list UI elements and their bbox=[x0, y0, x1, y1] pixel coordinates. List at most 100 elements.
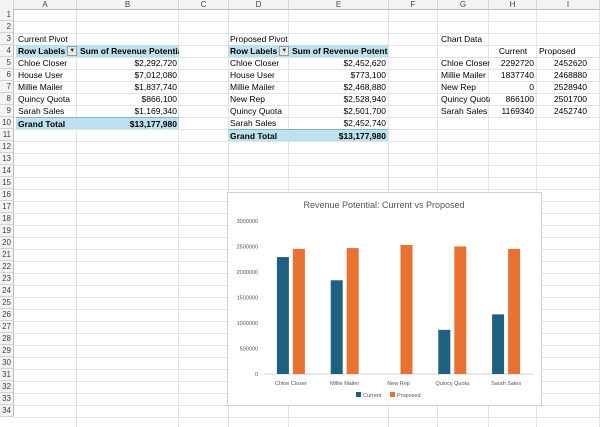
row-header[interactable]: 21 bbox=[0, 249, 14, 261]
chart-data-current-value[interactable]: 866100 bbox=[505, 94, 534, 104]
row-header[interactable]: 27 bbox=[0, 321, 14, 333]
revenue-chart[interactable]: Revenue Potential: Current vs Proposed 0 5… bbox=[227, 192, 542, 406]
proposed-pivot-row-label[interactable]: Quincy Quota bbox=[230, 106, 282, 116]
column-header[interactable]: H bbox=[489, 0, 537, 10]
row-header[interactable]: 33 bbox=[0, 393, 14, 405]
chart-data-title[interactable]: Chart Data bbox=[441, 34, 483, 44]
proposed-pivot-row-value[interactable]: $2,528,940 bbox=[343, 94, 386, 104]
current-pivot-row-label[interactable]: Chloe Closer bbox=[18, 58, 68, 68]
row-header[interactable]: 28 bbox=[0, 333, 14, 345]
current-pivot-row-value[interactable]: $7,012,080 bbox=[134, 70, 177, 80]
row-header[interactable]: 3 bbox=[0, 33, 14, 45]
column-header[interactable]: E bbox=[289, 0, 389, 10]
row-header[interactable]: 25 bbox=[0, 297, 14, 309]
column-header[interactable]: I bbox=[537, 0, 600, 10]
row-header[interactable]: 18 bbox=[0, 213, 14, 225]
proposed-pivot-row-label[interactable]: Sarah Sales bbox=[230, 118, 277, 128]
row-header[interactable]: 16 bbox=[0, 189, 14, 201]
current-grand-total-label[interactable]: Grand Total bbox=[16, 117, 78, 129]
current-pivot-row-label[interactable]: Millie Mailer bbox=[18, 82, 63, 92]
row-header[interactable]: 20 bbox=[0, 237, 14, 249]
chart-data-current-value[interactable]: 1169340 bbox=[501, 106, 534, 116]
row-header[interactable]: 22 bbox=[0, 261, 14, 273]
row-header[interactable]: 4 bbox=[0, 45, 14, 57]
row-header[interactable]: 19 bbox=[0, 225, 14, 237]
current-pivot-row-label[interactable]: Quincy Quota bbox=[18, 94, 70, 104]
proposed-grand-total-label[interactable]: Grand Total bbox=[228, 129, 290, 141]
chart-data-current-value[interactable]: 2292720 bbox=[500, 58, 534, 68]
chart-data-proposed-value[interactable]: 2452740 bbox=[553, 106, 587, 116]
row-header[interactable]: 9 bbox=[0, 105, 14, 117]
current-pivot-row-value[interactable]: $1,169,340 bbox=[134, 106, 177, 116]
proposed-pivot-title[interactable]: Proposed Pivot bbox=[230, 34, 288, 44]
proposed-pivot-row-value[interactable]: $2,452,620 bbox=[343, 58, 386, 68]
chart-data-row-label[interactable]: Chloe Closer bbox=[441, 58, 490, 68]
current-sum-header[interactable]: Sum of Revenue Potential bbox=[78, 45, 179, 57]
chart-data-current-value[interactable]: 1837740 bbox=[500, 70, 534, 80]
proposed-pivot-row-value[interactable]: $2,501,700 bbox=[343, 106, 386, 116]
chart-data-proposed-value[interactable]: 2528940 bbox=[553, 82, 587, 92]
chart-data-row-label[interactable]: New Rep bbox=[441, 82, 476, 92]
proposed-pivot-row-value[interactable]: $2,468,880 bbox=[343, 82, 386, 92]
proposed-row-labels-header[interactable]: Row Labels ▼ bbox=[228, 45, 290, 57]
current-pivot-row-value[interactable]: $2,292,720 bbox=[134, 58, 177, 68]
row-header[interactable]: 29 bbox=[0, 345, 14, 357]
x-category-label: New Rep bbox=[387, 381, 410, 387]
column-header[interactable]: A bbox=[14, 0, 77, 10]
proposed-sum-header[interactable]: Sum of Revenue Potential bbox=[290, 45, 388, 57]
proposed-pivot-row-label[interactable]: New Rep bbox=[230, 94, 265, 104]
current-pivot-row-label[interactable]: Sarah Sales bbox=[18, 106, 65, 116]
chart-data-row-label[interactable]: Sarah Sales bbox=[441, 106, 488, 116]
row-header[interactable]: 30 bbox=[0, 357, 14, 369]
column-header[interactable]: B bbox=[77, 0, 179, 10]
proposed-pivot-row-value[interactable]: $2,452,740 bbox=[343, 118, 386, 128]
chart-data-row-label[interactable]: Quincy Quota bbox=[441, 94, 490, 104]
filter-dropdown-icon[interactable]: ▼ bbox=[279, 45, 290, 56]
row-header[interactable]: 5 bbox=[0, 57, 14, 69]
current-pivot-title[interactable]: Current Pivot bbox=[18, 34, 68, 44]
row-header[interactable]: 14 bbox=[0, 165, 14, 177]
chart-data-proposed-value[interactable]: 2452620 bbox=[553, 58, 587, 68]
row-header[interactable]: 13 bbox=[0, 153, 14, 165]
row-header[interactable]: 31 bbox=[0, 369, 14, 381]
row-header[interactable]: 7 bbox=[0, 81, 14, 93]
row-header[interactable]: 32 bbox=[0, 381, 14, 393]
column-header[interactable]: F bbox=[389, 0, 438, 10]
current-pivot-row-value[interactable]: $1,837,740 bbox=[134, 82, 177, 92]
proposed-grand-total-value[interactable]: $13,177,980 bbox=[290, 129, 388, 141]
chart-data-row-label[interactable]: Millie Mailer bbox=[441, 70, 486, 80]
chart-data-current-value[interactable]: 0 bbox=[529, 82, 534, 92]
current-row-labels-header[interactable]: Row Labels ▼ bbox=[16, 45, 78, 57]
row-header[interactable]: 1 bbox=[0, 9, 14, 21]
current-row-labels-label: Row Labels bbox=[18, 46, 66, 56]
row-header[interactable]: 11 bbox=[0, 129, 14, 141]
row-header[interactable]: 8 bbox=[0, 93, 14, 105]
proposed-pivot-row-label[interactable]: House User bbox=[230, 70, 275, 80]
proposed-pivot-row-value[interactable]: $773,100 bbox=[350, 70, 386, 80]
y-tick-label: 3000000 bbox=[237, 219, 258, 225]
row-header[interactable]: 15 bbox=[0, 177, 14, 189]
current-pivot-row-value[interactable]: $866,100 bbox=[141, 94, 177, 104]
chart-data-proposed-value[interactable]: 2468880 bbox=[553, 70, 587, 80]
current-pivot-row-label[interactable]: House User bbox=[18, 70, 63, 80]
row-header[interactable]: 23 bbox=[0, 273, 14, 285]
chart-data-header-current[interactable]: Current bbox=[498, 46, 528, 56]
current-grand-total-value[interactable]: $13,177,980 bbox=[78, 117, 179, 129]
filter-dropdown-icon[interactable]: ▼ bbox=[67, 45, 78, 56]
row-header[interactable]: 2 bbox=[0, 21, 14, 33]
row-header[interactable]: 17 bbox=[0, 201, 14, 213]
row-header[interactable]: 12 bbox=[0, 141, 14, 153]
proposed-pivot-row-label[interactable]: Chloe Closer bbox=[230, 58, 280, 68]
row-header[interactable]: 34 bbox=[0, 405, 14, 417]
row-header[interactable]: 10 bbox=[0, 117, 14, 129]
column-header[interactable]: D bbox=[229, 0, 289, 10]
row-header[interactable]: 24 bbox=[0, 285, 14, 297]
chart-data-header-proposed[interactable]: Proposed bbox=[539, 46, 576, 56]
row-header[interactable]: 6 bbox=[0, 69, 14, 81]
chart-data-proposed-value[interactable]: 2501700 bbox=[553, 94, 587, 104]
column-header[interactable]: G bbox=[438, 0, 489, 10]
proposed-pivot-row-label[interactable]: Millie Mailer bbox=[230, 82, 275, 92]
column-header[interactable]: C bbox=[179, 0, 229, 10]
row-header[interactable]: 26 bbox=[0, 309, 14, 321]
